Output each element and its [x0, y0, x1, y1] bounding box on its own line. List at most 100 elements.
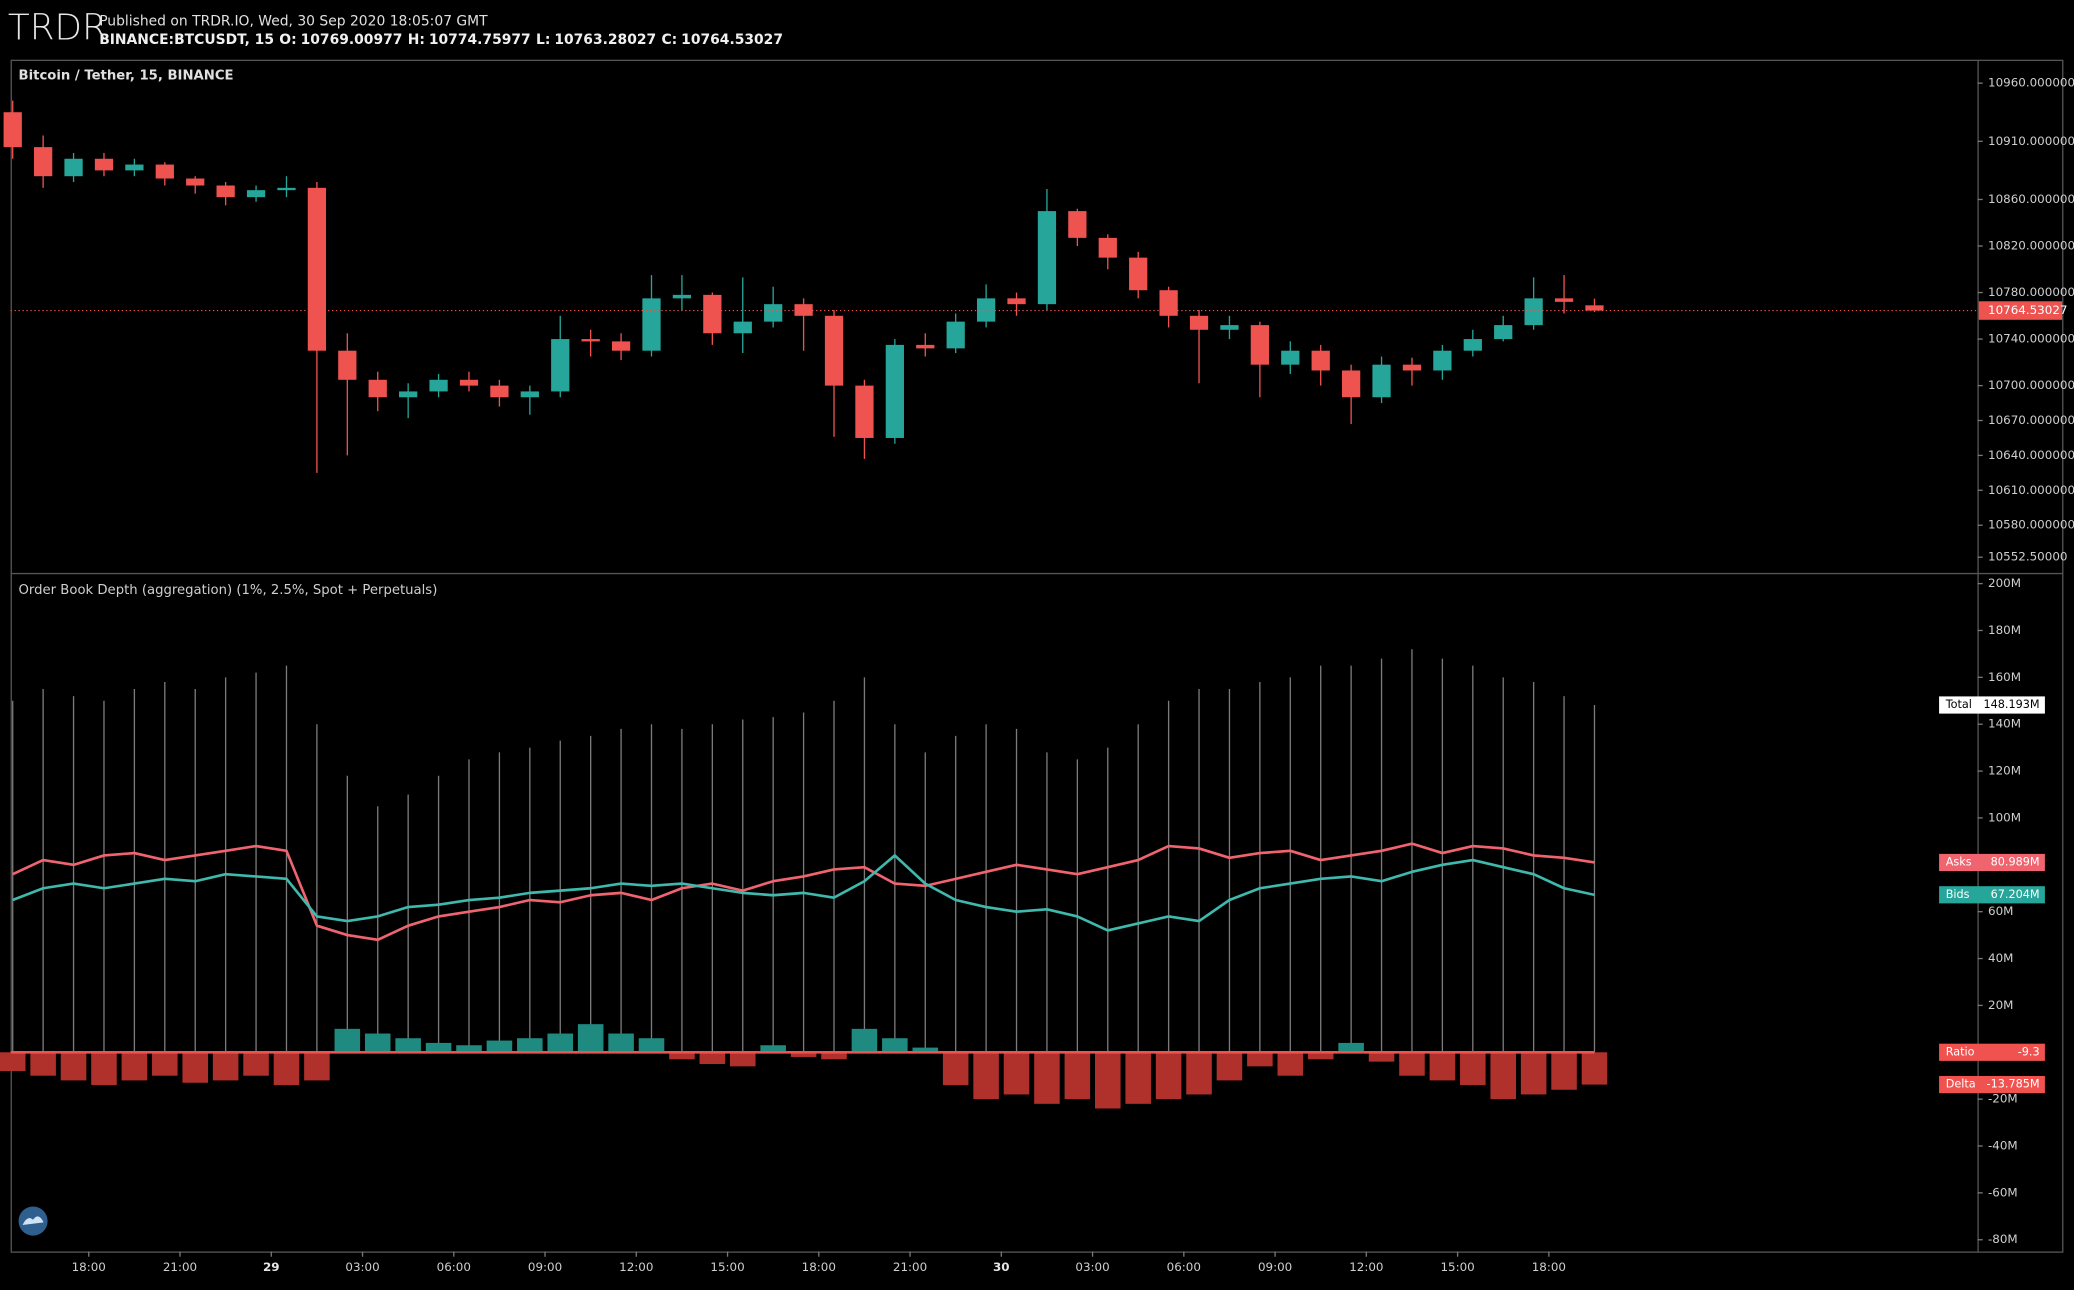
y-tick-label: 20M: [1988, 998, 2013, 1012]
x-tick-label: 15:00: [710, 1260, 744, 1274]
candle-body: [824, 315, 844, 386]
candle-body: [186, 178, 205, 186]
delta-bar: [1368, 1052, 1395, 1062]
y-tick-label: 10700.000000: [1988, 378, 2074, 392]
x-tick-label: 18:00: [72, 1260, 106, 1274]
x-tick-label: 21:00: [163, 1260, 197, 1274]
candle-body: [1311, 350, 1330, 371]
symbol: BINANCE:BTCUSDT, 15: [99, 32, 274, 48]
delta-bar: [121, 1052, 148, 1081]
ohlc-label: L:: [536, 32, 550, 48]
legend-badge: Asks 80.989M: [1939, 853, 2045, 872]
candle-body: [642, 298, 661, 351]
y-tick-label: -60M: [1988, 1185, 2018, 1199]
candle-body: [1494, 325, 1513, 340]
candle-body: [1341, 370, 1361, 398]
x-tick-label: 15:00: [1440, 1260, 1474, 1274]
series-line: [12, 842, 1595, 942]
y-tick-label: 10780.000000: [1988, 285, 2074, 299]
x-tick-label: 12:00: [619, 1260, 653, 1274]
badge-value: -13.785M: [1987, 1078, 2040, 1091]
y-tick-label: 60M: [1988, 904, 2013, 918]
last-price-label: 10764.53027: [1988, 303, 2067, 317]
candle-body: [1189, 315, 1209, 330]
delta-bar: [973, 1052, 999, 1100]
candle-body: [1585, 305, 1604, 311]
ohlc-value: 10769.00977: [301, 32, 403, 48]
candle-body: [1524, 298, 1543, 326]
y-tick-label: 10552.50000: [1988, 550, 2067, 564]
candle-body: [916, 344, 935, 349]
delta-bar: [152, 1052, 178, 1076]
delta-bar: [364, 1033, 391, 1053]
delta-bar: [30, 1052, 56, 1076]
y-tick-label: 10670.000000: [1988, 413, 2074, 427]
x-tick-label: 18:00: [1532, 1260, 1566, 1274]
legend-badge: Delta -13.785M: [1939, 1075, 2045, 1094]
x-tick-label: 18:00: [802, 1260, 836, 1274]
candle-body: [855, 385, 874, 438]
candle-body: [3, 112, 22, 148]
candle-body: [1554, 298, 1574, 302]
candle-body: [307, 187, 327, 351]
delta-bar: [182, 1052, 208, 1083]
plot: 10960.000000 10910.000000 10860.000000 1082…: [0, 76, 2074, 1274]
delta-bar: [0, 1052, 26, 1072]
y-tick-label: 10820.000000: [1988, 239, 2074, 253]
candle-body: [1281, 350, 1300, 365]
candle-body: [1159, 290, 1178, 316]
delta-bar: [1338, 1042, 1364, 1053]
badge-box: [1939, 696, 2045, 714]
y-tick-label: 10580.000000: [1988, 518, 2074, 532]
candle-body: [459, 379, 479, 386]
candle-body: [520, 391, 539, 398]
delta-bar: [942, 1052, 969, 1086]
delta-bar: [60, 1052, 87, 1081]
delta-bar: [1125, 1052, 1151, 1104]
logo-icon-mark: [22, 1216, 44, 1226]
x-tick-label: 21:00: [893, 1260, 927, 1274]
delta-bar: [729, 1052, 756, 1067]
legend-badge: Ratio -9.3: [1939, 1043, 2045, 1061]
candle-body: [155, 164, 174, 179]
y-tick-label: 100M: [1988, 810, 2021, 824]
delta-bar: [425, 1042, 452, 1053]
candle-body: [490, 385, 509, 398]
delta-bar: [669, 1052, 695, 1060]
candle-body: [1098, 237, 1117, 258]
delta-bar: [1551, 1052, 1577, 1090]
candle-body: [885, 344, 904, 438]
delta-bar: [1429, 1052, 1456, 1081]
candle-body: [1433, 350, 1452, 371]
delta-bar: [1095, 1052, 1121, 1109]
y-tick-label: 120M: [1988, 764, 2021, 778]
y-tick-label: 10960.000000: [1988, 76, 2074, 90]
symbol-line: BINANCE:BTCUSDT, 15 O: 10769.00977 H: 10774.…: [99, 32, 783, 48]
x-tick-label: 06:00: [1167, 1260, 1201, 1274]
delta-bar: [851, 1028, 878, 1053]
candle-body: [277, 187, 296, 191]
delta-bar: [1460, 1052, 1486, 1086]
delta-bar: [334, 1028, 361, 1053]
badge-value: 67.204M: [1991, 888, 2040, 901]
x-tick-label: 09:00: [528, 1260, 562, 1274]
delta-bar: [1277, 1052, 1304, 1076]
candle-body: [125, 164, 144, 171]
delta-bar: [1307, 1052, 1334, 1060]
delta-bar: [1186, 1052, 1212, 1095]
y-tick-label: 40M: [1988, 951, 2013, 965]
delta-bar: [699, 1052, 726, 1064]
pane-title: Bitcoin / Tether, 15, BINANCE: [19, 69, 234, 84]
legend-badge: Bids 67.204M: [1939, 886, 2045, 904]
badge-name: Bids: [1946, 888, 1970, 901]
candle-body: [34, 147, 53, 177]
candle-body: [64, 158, 83, 177]
delta-bar: [91, 1052, 117, 1086]
x-tick-label: 12:00: [1349, 1260, 1383, 1274]
candle-body: [246, 190, 266, 198]
delta-bar: [273, 1052, 300, 1086]
candle-body: [976, 298, 996, 322]
pane-title: Order Book Depth (aggregation) (1%, 2.5%…: [19, 583, 438, 598]
candle-body: [611, 341, 631, 351]
